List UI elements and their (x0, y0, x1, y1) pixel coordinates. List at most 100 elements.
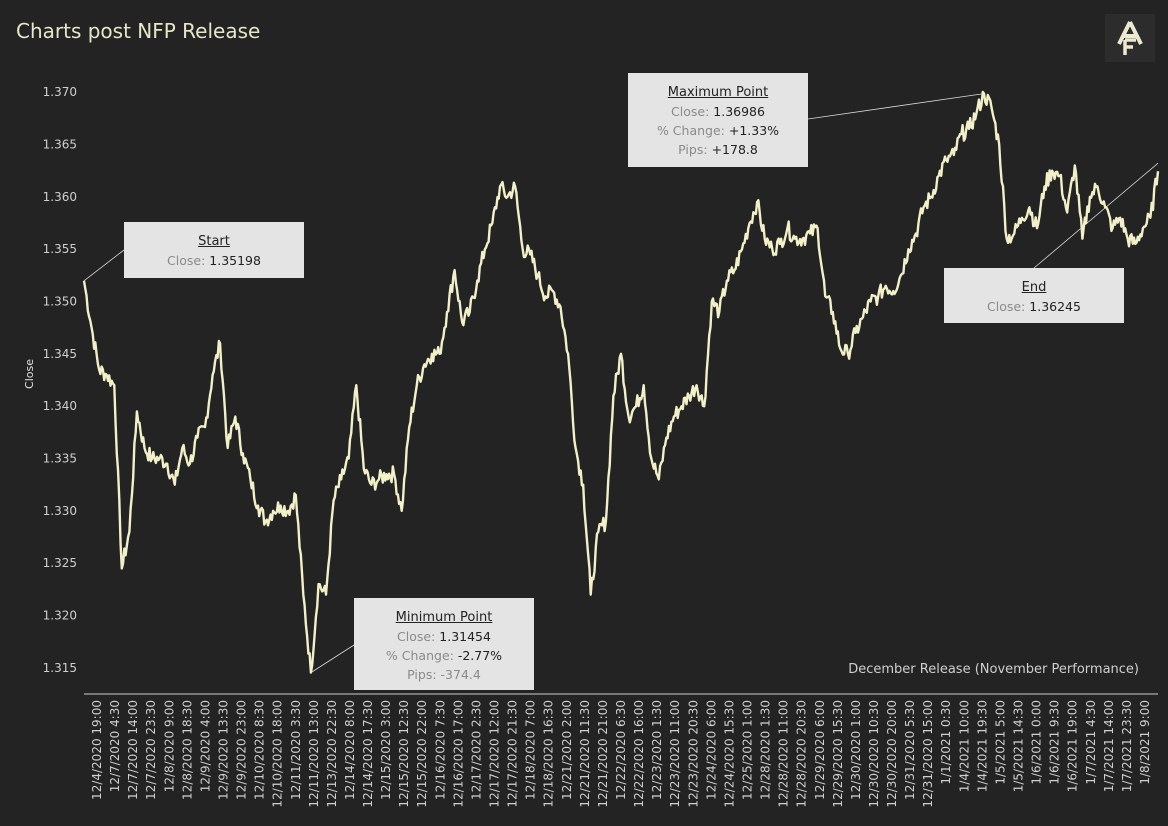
x-tick-label: 12/28/2020 20:30 (795, 700, 809, 808)
x-tick-label: 12/7/2020 14:00 (126, 700, 140, 800)
callout-maximum-close-label: Close: (671, 104, 710, 119)
x-tick-label: 12/21/2020 11:30 (578, 700, 592, 808)
y-tick-label: 1.340 (43, 399, 77, 413)
x-tick-label: 12/9/2020 4:00 (198, 700, 212, 792)
series-line-close (82, 90, 1160, 674)
x-tick-label: 1/6/2021 9:30 (1048, 700, 1062, 785)
x-tick-label: 12/11/2020 13:00 (307, 700, 321, 808)
y-tick-label: 1.355 (43, 242, 77, 256)
x-tick-label: 1/5/2021 5:00 (993, 700, 1007, 785)
x-tick-label: 12/23/2020 20:30 (686, 700, 700, 808)
logo (1105, 14, 1155, 62)
x-tick-label: 12/30/2020 20:00 (885, 700, 899, 808)
y-tick-label: 1.370 (43, 85, 77, 99)
x-tick-label: 12/15/2020 3:00 (379, 700, 393, 800)
x-tick-label: 12/30/2020 10:30 (867, 700, 881, 808)
callout-minimum-pips-label: Pips: (407, 667, 437, 682)
y-tick-label: 1.315 (43, 661, 77, 675)
callout-start-title: Start (198, 234, 230, 249)
x-axis-ticks: 12/4/2020 19:00 12/7/2020 4:30 12/7/2020 1… (90, 700, 1152, 808)
x-tick-label: 12/7/2020 23:30 (144, 700, 158, 800)
callout-start-close-value: 1.35198 (209, 253, 261, 268)
x-tick-label: 12/28/2020 11:00 (777, 700, 791, 808)
x-tick-label: 12/10/2020 8:30 (253, 700, 267, 800)
leader-minimum (310, 644, 355, 673)
x-tick-label: 1/7/2021 4:30 (1084, 700, 1098, 785)
x-tick-label: 12/17/2020 2:30 (469, 700, 483, 800)
callout-maximum-title: Maximum Point (667, 85, 769, 100)
callout-maximum: Maximum Point Close: 1.36986 % Change: +… (628, 73, 808, 167)
y-tick-label: 1.330 (43, 504, 77, 518)
callout-minimum-pips-value: -374.4 (440, 667, 481, 682)
x-tick-label: 12/23/2020 11:00 (668, 700, 682, 808)
callout-end-title: End (1021, 280, 1047, 295)
x-tick-label: 1/7/2021 14:00 (1102, 700, 1116, 792)
x-tick-label: 12/24/2020 15:30 (722, 700, 736, 808)
x-tick-label: 12/23/2020 1:30 (650, 700, 664, 800)
x-tick-label: 1/8/2021 9:00 (1138, 700, 1152, 785)
callout-minimum-close-value: 1.31454 (439, 629, 491, 644)
x-tick-label: 12/8/2020 18:30 (180, 700, 194, 800)
callout-start-close-label: Close: (167, 253, 206, 268)
callout-minimum-pct-label: % Change: (385, 648, 454, 663)
y-tick-label: 1.335 (43, 452, 77, 466)
x-tick-label: 12/14/2020 8:00 (343, 700, 357, 800)
x-tick-label: 12/10/2020 18:00 (271, 700, 285, 808)
x-tick-label: 12/15/2020 12:30 (397, 700, 411, 808)
x-tick-label: 12/17/2020 21:30 (506, 700, 520, 808)
x-tick-label: 12/4/2020 19:00 (90, 700, 104, 800)
x-tick-label: 12/16/2020 17:00 (451, 700, 465, 808)
x-tick-label: 12/28/2020 1:30 (759, 700, 773, 800)
y-tick-label: 1.345 (43, 347, 77, 361)
x-tick-label: 1/6/2021 19:00 (1066, 700, 1080, 792)
x-tick-label: 12/24/2020 6:00 (704, 700, 718, 800)
callout-maximum-close-value: 1.36986 (713, 104, 765, 119)
chart-title: Charts post NFP Release (16, 19, 261, 43)
callout-minimum: Minimum Point Close: 1.31454 % Change: -… (354, 598, 534, 690)
y-tick-label: 1.325 (43, 556, 77, 570)
x-tick-label: 12/9/2020 13:30 (216, 700, 230, 800)
callout-start: Start Close: 1.35198 (124, 222, 304, 278)
x-tick-label: 1/7/2021 23:30 (1120, 700, 1134, 792)
x-tick-label: 12/22/2020 6:30 (614, 700, 628, 800)
x-tick-label: 12/18/2020 16:30 (542, 700, 556, 808)
af-monogram-icon (1117, 21, 1143, 55)
y-axis-title: Close (23, 359, 36, 389)
leader-maximum (807, 93, 985, 120)
callout-maximum-pips-value: +178.8 (711, 142, 758, 157)
callout-leader-lines (83, 93, 1159, 673)
y-tick-label: 1.365 (43, 138, 77, 152)
x-tick-label: 12/8/2020 9:00 (162, 700, 176, 792)
x-tick-label: 12/25/2020 1:00 (740, 700, 754, 800)
x-tick-label: 12/29/2020 6:00 (813, 700, 827, 800)
leader-end (1033, 162, 1159, 269)
callout-maximum-pct-value: +1.33% (728, 123, 780, 138)
x-tick-label: 1/5/2021 14:30 (1012, 700, 1026, 792)
x-tick-label: 12/14/2020 17:30 (361, 700, 375, 808)
callout-minimum-title: Minimum Point (395, 610, 493, 625)
x-tick-label: 1/6/2021 0:00 (1030, 700, 1044, 785)
x-tick-label: 12/30/2020 1:00 (849, 700, 863, 800)
x-tick-label: 1/1/2021 0:30 (939, 700, 953, 785)
x-tick-label: 1/4/2021 19:30 (975, 700, 989, 792)
x-tick-label: 12/31/2020 15:00 (921, 700, 935, 808)
x-tick-label: 12/21/2020 21:00 (596, 700, 610, 808)
x-tick-label: 12/29/2020 15:30 (831, 700, 845, 808)
y-tick-label: 1.360 (43, 190, 77, 204)
callout-minimum-pct-value: -2.77% (457, 648, 503, 663)
x-tick-label: 12/11/2020 3:30 (289, 700, 303, 800)
callout-maximum-pct-label: % Change: (656, 123, 725, 138)
y-axis-ticks: 1.315 1.320 1.325 1.330 1.335 1.340 1.345 1.350… (43, 85, 77, 675)
y-tick-label: 1.350 (43, 295, 77, 309)
callout-minimum-close-label: Close: (397, 629, 436, 644)
x-tick-label: 12/15/2020 22:00 (415, 700, 429, 808)
x-tick-label: 12/22/2020 16:00 (632, 700, 646, 808)
chart-subtitle: December Release (November Performance) (848, 662, 1139, 677)
x-tick-label: 12/17/2020 12:00 (488, 700, 502, 808)
callout-maximum-pips-label: Pips: (678, 142, 708, 157)
y-tick-label: 1.320 (43, 609, 77, 623)
leader-start (83, 249, 125, 282)
callout-end-close-value: 1.36245 (1029, 299, 1081, 314)
x-tick-label: 12/13/2020 22:30 (325, 700, 339, 808)
